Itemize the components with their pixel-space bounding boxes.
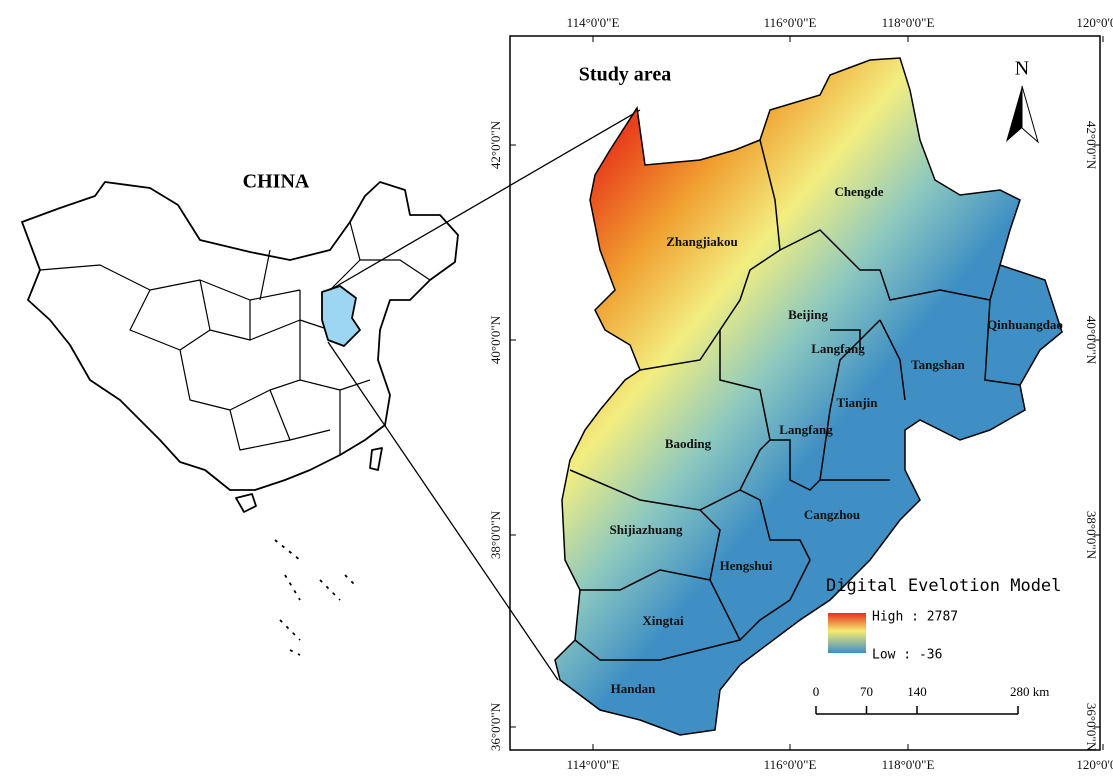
city-label: Baoding xyxy=(665,436,712,451)
connector-line xyxy=(329,109,641,291)
north-label: N xyxy=(1015,58,1029,80)
city-label: Tangshan xyxy=(911,357,965,372)
city-label: Qinhuangdao xyxy=(987,317,1063,332)
scale-label: 70 xyxy=(860,684,873,699)
dem-region xyxy=(554,57,1063,736)
legend-high: High : 2787 xyxy=(872,610,958,625)
city-label: Chengde xyxy=(834,184,883,199)
lat-label-left: 36°0'0"N xyxy=(488,702,503,751)
scale-label: 0 xyxy=(813,684,820,699)
city-label: Zhangjiakou xyxy=(666,234,738,249)
lat-label-left: 38°0'0"N xyxy=(488,510,503,559)
lat-label-left: 42°0'0"N xyxy=(488,120,503,169)
city-label: Handan xyxy=(611,681,657,696)
map-frame xyxy=(509,35,1101,751)
lon-label-top: 114°0'0"E xyxy=(567,15,620,30)
city-label: Beijing xyxy=(788,307,828,322)
north-arrow-left xyxy=(1006,86,1022,142)
city-label: Cangzhou xyxy=(804,507,860,522)
province-borders xyxy=(39,221,431,455)
lat-label-right: 36°0'0"N xyxy=(1084,703,1099,752)
scale-label: 280 km xyxy=(1010,684,1049,699)
city-label: Hengshui xyxy=(720,558,773,573)
city-label: Shijiazhuang xyxy=(610,522,683,537)
city-label: Tianjin xyxy=(837,395,879,410)
map-title: Study area xyxy=(579,64,671,86)
scale-label: 140 xyxy=(907,684,927,699)
lat-label-right: 38°0'0"N xyxy=(1084,511,1099,560)
lat-label-right: 40°0'0"N xyxy=(1084,316,1099,365)
north-arrow-right xyxy=(1021,85,1039,144)
taiwan xyxy=(369,447,383,471)
lon-label-bottom: 116°0'0"E xyxy=(764,757,817,772)
city-label: Xingtai xyxy=(642,613,684,628)
connector-line xyxy=(327,341,559,681)
china-outline xyxy=(21,181,459,491)
lat-label-right: 42°0'0"N xyxy=(1084,121,1099,170)
city-label: Langfang xyxy=(811,341,865,356)
lon-label-top: 120°0'0"E xyxy=(1076,15,1113,30)
lat-label-left: 40°0'0"N xyxy=(488,315,503,364)
south-sea-islands xyxy=(274,539,356,656)
lon-label-bottom: 114°0'0"E xyxy=(567,757,620,772)
legend-title: Digital Evelotion Model xyxy=(826,576,1061,596)
lon-label-bottom: 120°0'0"E xyxy=(1076,757,1113,772)
china-overview xyxy=(21,181,459,656)
scale-bar: 0 70 140 280 km xyxy=(813,684,1049,715)
district-borders xyxy=(569,139,1021,661)
lon-label-top: 116°0'0"E xyxy=(764,15,817,30)
legend-colorbar xyxy=(828,613,866,653)
legend-low: Low : -36 xyxy=(872,648,942,663)
annotations: Zhangjiakou Chengde Beijing Langfang Qinhuan… xyxy=(488,15,1113,772)
china-label: CHINA xyxy=(243,171,310,193)
lon-label-bottom: 118°0'0"E xyxy=(882,757,935,772)
hebei-highlight xyxy=(321,285,361,347)
lon-label-top: 118°0'0"E xyxy=(882,15,935,30)
city-label: Langfang xyxy=(779,422,833,437)
north-arrow: N xyxy=(1006,58,1039,144)
hainan xyxy=(235,493,257,513)
